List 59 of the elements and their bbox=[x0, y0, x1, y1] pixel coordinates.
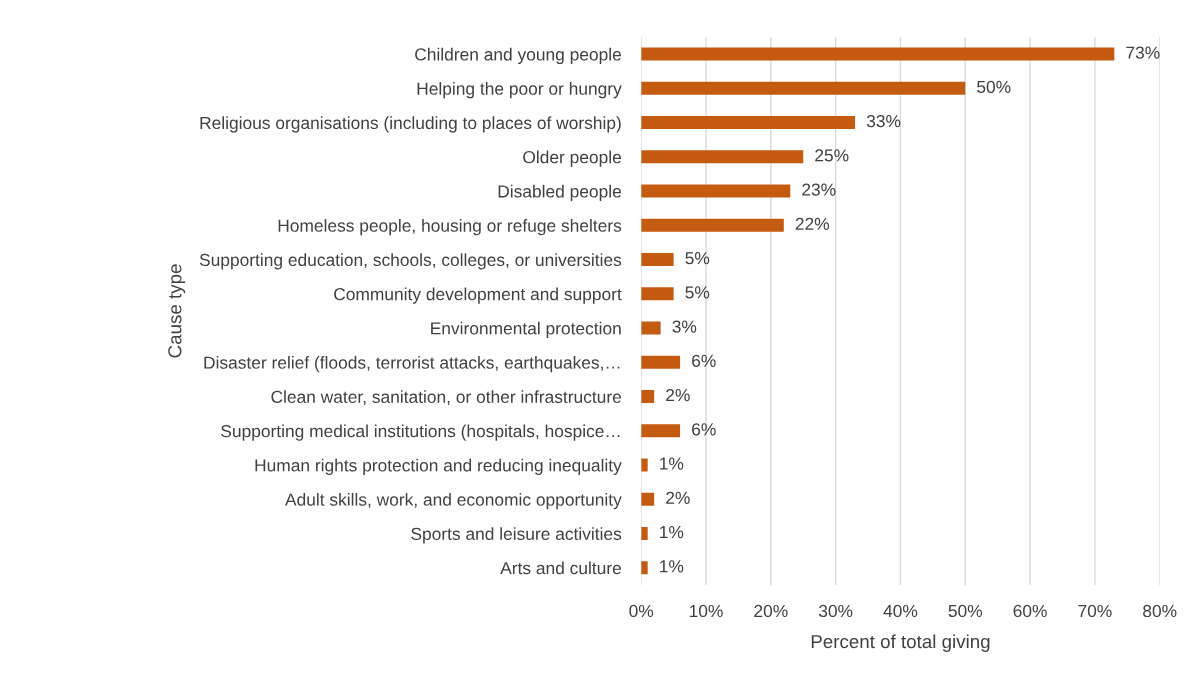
data-label: 5% bbox=[685, 252, 710, 265]
x-axis-title: Percent of total giving bbox=[811, 634, 990, 652]
y-tick-label: Helping the poor or hungry bbox=[417, 82, 622, 99]
y-tick-label: Supporting medical institutions (hospitals, hospice… bbox=[221, 424, 620, 441]
bar bbox=[641, 184, 791, 198]
bar bbox=[641, 527, 648, 541]
y-tick-label: Supporting education, schools, colleges, or universities bbox=[199, 253, 622, 270]
data-label: 5% bbox=[685, 286, 710, 299]
bar bbox=[641, 81, 966, 95]
data-label: 1% bbox=[660, 526, 684, 539]
y-tick-label: Human rights protection and reducing inequality bbox=[255, 458, 622, 475]
y-tick-label: Clean water, sanitation, or other infrastructure bbox=[271, 390, 622, 406]
data-label: 1% bbox=[660, 457, 684, 470]
y-tick-label: Disabled people bbox=[498, 184, 621, 201]
bar bbox=[641, 561, 648, 575]
y-tick-label: Children and young people bbox=[415, 47, 621, 65]
bar bbox=[641, 218, 784, 232]
data-label: 3% bbox=[672, 320, 697, 333]
data-label: 2% bbox=[666, 491, 690, 504]
y-tick-label: Environmental protection bbox=[431, 321, 621, 338]
data-label: 25% bbox=[815, 149, 849, 162]
x-tick-label: 70% bbox=[1078, 604, 1112, 618]
data-label: 2% bbox=[666, 388, 690, 402]
bar bbox=[641, 116, 856, 130]
y-axis-title: Cause type bbox=[168, 264, 186, 358]
data-label: 6% bbox=[692, 423, 716, 436]
x-tick-label: 40% bbox=[883, 604, 918, 618]
data-label: 6% bbox=[692, 354, 716, 367]
y-tick-label: Arts and culture bbox=[500, 561, 621, 575]
data-label: 33% bbox=[866, 114, 901, 128]
y-tick-label: Adult skills, work, and economic opportunity bbox=[285, 493, 622, 510]
data-label: 22% bbox=[795, 217, 830, 230]
x-tick-label: 30% bbox=[818, 604, 853, 618]
bar bbox=[641, 424, 681, 438]
bar bbox=[641, 355, 681, 369]
data-label: 50% bbox=[977, 80, 1011, 94]
bar bbox=[641, 287, 674, 301]
data-label: 23% bbox=[802, 183, 836, 196]
data-label: 73% bbox=[1126, 46, 1160, 59]
y-tick-label: Sports and leisure activities bbox=[411, 527, 622, 544]
y-tick-label: Disaster relief (floods, terrorist attacks, earthquakes,… bbox=[204, 356, 620, 373]
x-tick-label: 20% bbox=[754, 604, 788, 618]
x-tick-label: 50% bbox=[948, 604, 983, 618]
bar bbox=[641, 458, 648, 472]
bar bbox=[641, 47, 1115, 61]
bar bbox=[641, 492, 655, 506]
y-tick-label: Homeless people, housing or refuge shelters bbox=[278, 219, 622, 236]
x-tick-label: 0% bbox=[629, 604, 654, 618]
x-tick-label: 80% bbox=[1143, 604, 1177, 618]
x-tick-label: 60% bbox=[1013, 604, 1047, 618]
y-tick-label: Community development and support bbox=[334, 287, 622, 304]
x-tick-label: 10% bbox=[689, 604, 723, 618]
bar bbox=[641, 321, 661, 335]
bar bbox=[641, 253, 674, 267]
bar bbox=[641, 150, 804, 164]
y-tick-label: Religious organisations (including to places of worship) bbox=[200, 116, 621, 133]
y-tick-label: Older people bbox=[523, 150, 621, 167]
bar bbox=[641, 390, 655, 404]
data-label: 1% bbox=[660, 560, 684, 573]
